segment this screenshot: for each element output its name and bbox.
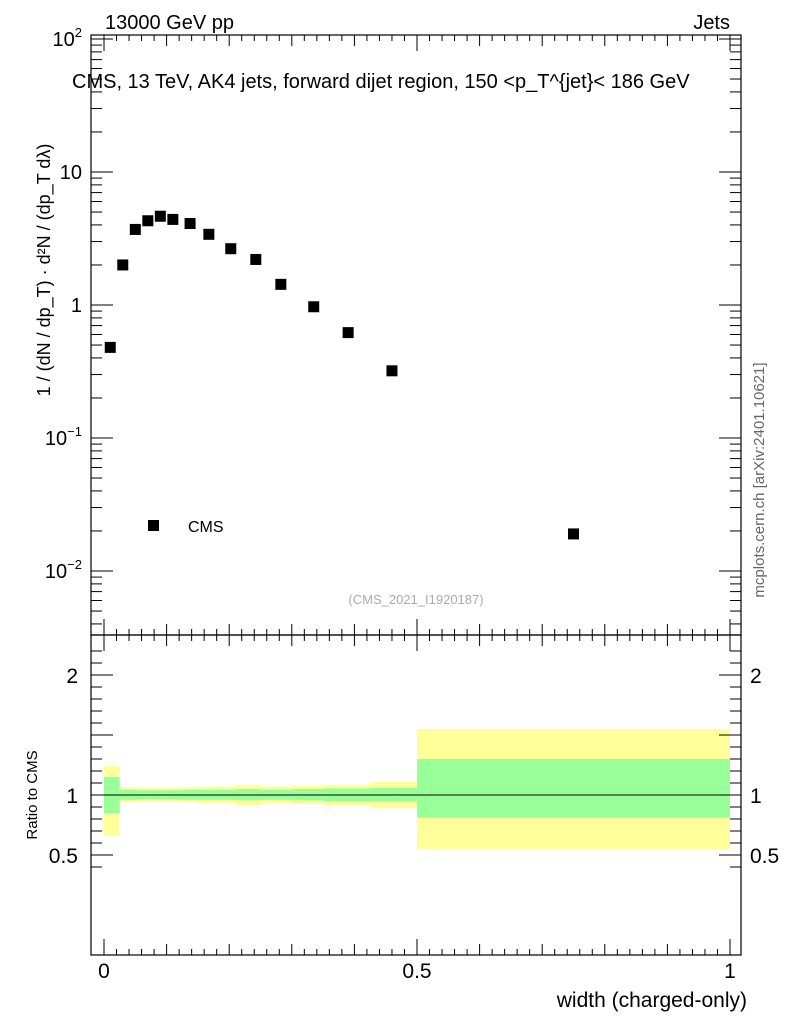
side-label-text: mcplots.cern.ch [arXiv:2401.10621] xyxy=(751,362,768,597)
data-point xyxy=(129,223,141,235)
x-tick-label: 0 xyxy=(98,960,110,983)
ratio-y-tick-label-right: 0.5 xyxy=(750,845,779,868)
ratio-y-tick-label-right: 1 xyxy=(750,785,762,808)
main-y-axis-label: 1 / (dN / dp_T) · d²N / (dp_T dλ) xyxy=(34,144,55,397)
ratio-y-label-text: Ratio to CMS xyxy=(24,750,41,839)
x-tick-label: 1 xyxy=(724,960,736,983)
side-label: mcplots.cern.ch [arXiv:2401.10621] xyxy=(751,362,768,597)
main-y-label-text: 1 / (dN / dp_T) · d²N / (dp_T dλ) xyxy=(34,144,55,397)
main-y-tick-labels: 10−2 10−1 1 10 102 xyxy=(45,25,82,583)
main-y-tick-label: 10 xyxy=(60,162,82,184)
ratio-uncertainty-bands xyxy=(104,729,730,849)
ratio-y-axis-label: Ratio to CMS xyxy=(24,750,41,839)
energy-label: 13000 GeV pp xyxy=(105,12,234,34)
ratio-y-tick-label-left: 1 xyxy=(66,785,78,808)
stat-uncertainty-bin xyxy=(417,759,730,818)
main-y-tick-label: 10−2 xyxy=(45,557,82,583)
data-point xyxy=(386,365,398,377)
data-point xyxy=(154,210,166,222)
x-tick-label: 0.5 xyxy=(402,960,431,983)
main-y-tick-label: 1 xyxy=(71,295,82,317)
ratio-axis-ticks xyxy=(91,635,741,955)
data-point xyxy=(167,213,179,225)
data-point xyxy=(342,327,354,339)
plot-title: CMS, 13 TeV, AK4 jets, forward dijet reg… xyxy=(72,71,690,93)
ratio-x-tick-labels: 0 0.5 1 xyxy=(98,960,736,983)
data-point xyxy=(250,253,262,265)
ratio-y-tick-label-right: 2 xyxy=(750,665,762,688)
ratio-y-tick-label-left: 2 xyxy=(66,665,78,688)
main-y-tick-label: 102 xyxy=(53,25,82,51)
main-y-tick-label: 10−1 xyxy=(45,424,82,450)
data-point xyxy=(184,217,196,229)
data-point xyxy=(568,528,579,540)
cms-data-points xyxy=(104,210,579,540)
data-point xyxy=(203,228,215,240)
data-point xyxy=(117,259,129,271)
data-point xyxy=(142,215,154,227)
x-axis-label: width (charged-only) xyxy=(556,989,747,1012)
main-plot-frame xyxy=(90,34,742,636)
data-point xyxy=(104,341,116,353)
analysis-watermark: (CMS_2021_I1920187) xyxy=(348,592,483,607)
legend-marker xyxy=(148,520,159,531)
data-point xyxy=(308,301,320,313)
data-point xyxy=(225,243,237,255)
ratio-y-tick-label-left: 0.5 xyxy=(49,845,78,868)
legend-label: CMS xyxy=(188,519,224,536)
ratio-y-tick-labels: 0.5 0.5 1 1 2 2 xyxy=(49,665,779,868)
main-axis-ticks xyxy=(91,35,741,635)
process-label: Jets xyxy=(693,12,730,34)
data-point xyxy=(275,278,287,290)
